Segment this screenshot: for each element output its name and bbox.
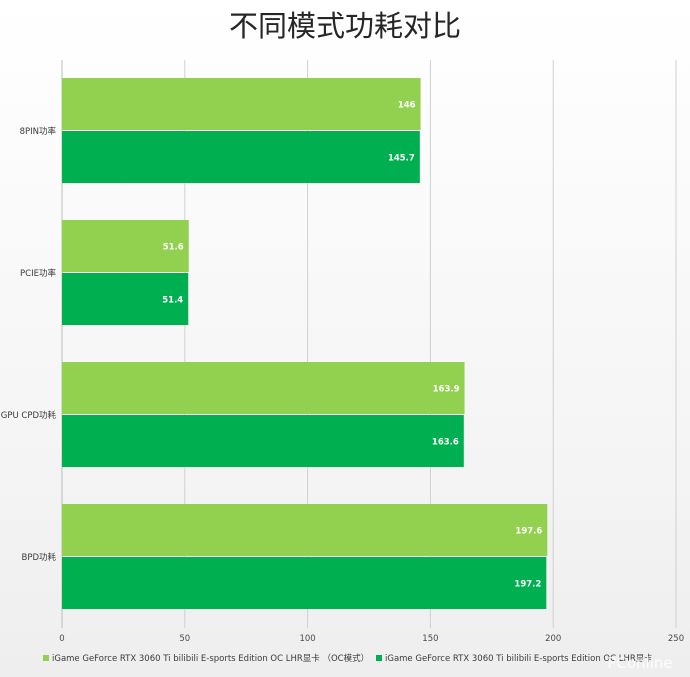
x-tick-label: 100 [299,634,315,644]
legend-label: iGame GeForce RTX 3060 Ti bilibili E-spo… [52,653,369,664]
data-label: 51.4 [162,296,183,306]
data-label: 197.6 [515,527,542,537]
x-tick-label: 50 [179,634,190,644]
bars-group [62,78,548,609]
data-label: 163.9 [433,385,460,395]
x-tick-label: 250 [668,634,684,644]
x-tick-label: 200 [545,634,561,644]
data-label: 145.7 [388,154,415,164]
bar [62,362,465,414]
data-labels-group: 146 145.7 51.6 51.4 163.9 163.6 197.6 197.2 [162,101,542,590]
legend-swatch [43,655,49,661]
bar [62,273,189,325]
category-labels-group: 8PIN功率 PCIE功率 GPU CPD功耗 BPD功耗 [1,126,57,563]
bar [62,78,421,130]
data-label: 163.6 [432,438,459,448]
x-tick-label: 150 [422,634,438,644]
category-label: GPU CPD功耗 [1,410,57,421]
bar [62,220,189,272]
category-label: 8PIN功率 [20,126,57,137]
bar [62,557,547,609]
category-label: PCIE功率 [20,268,56,279]
category-label: BPD功耗 [21,552,56,563]
data-label: 197.2 [514,580,541,590]
data-label: 51.6 [163,243,184,253]
legend: iGame GeForce RTX 3060 Ti bilibili E-spo… [43,653,653,664]
watermark: PConline [607,654,672,672]
data-label: 146 [398,101,416,111]
x-axis-ticks-group: 0 50 100 150 200 250 [59,634,684,644]
legend-swatch [376,655,382,661]
bar [62,131,420,183]
bar [62,504,548,556]
legend-label: iGame GeForce RTX 3060 Ti bilibili E-spo… [385,653,653,664]
x-tick-label: 0 [59,634,64,644]
chart-title: 不同模式功耗对比 [229,9,461,43]
bar [62,415,464,467]
